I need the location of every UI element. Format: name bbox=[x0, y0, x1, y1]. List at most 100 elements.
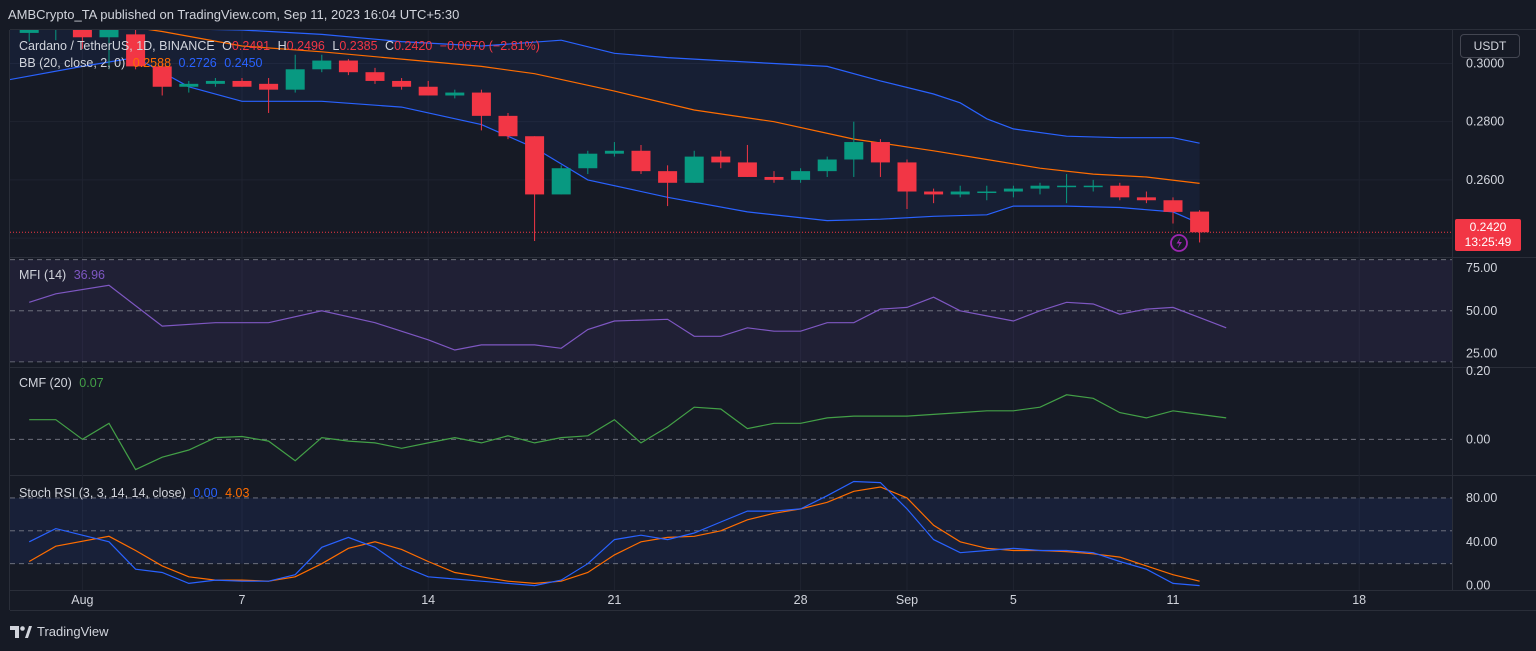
candle-down[interactable] bbox=[232, 78, 252, 87]
candle-down[interactable] bbox=[924, 188, 944, 204]
candle-down[interactable] bbox=[764, 171, 784, 183]
candle-body bbox=[1136, 197, 1156, 201]
bb-lower-value: 0.2450 bbox=[224, 56, 263, 70]
price-axes: 0.3000 0.2800 0.2600 75.00 50.00 25.00 0.20 0.0… bbox=[1466, 56, 1504, 592]
candle-up[interactable] bbox=[445, 89, 465, 99]
stoch-k-line bbox=[28, 480, 1200, 587]
candle-up[interactable] bbox=[1083, 179, 1103, 192]
candle-up[interactable] bbox=[285, 54, 305, 93]
candle-up[interactable] bbox=[950, 185, 970, 198]
candle-up[interactable] bbox=[99, 23, 119, 70]
candle-up[interactable] bbox=[551, 165, 571, 195]
candle-down[interactable] bbox=[658, 165, 678, 207]
candle-down[interactable] bbox=[392, 78, 412, 90]
candle-down[interactable] bbox=[1163, 197, 1183, 224]
candle-up[interactable] bbox=[578, 150, 598, 175]
candle-up[interactable] bbox=[844, 121, 864, 177]
candle-body bbox=[1190, 211, 1210, 233]
time-tick-label: 7 bbox=[239, 593, 246, 607]
candle-body bbox=[950, 191, 970, 195]
candle-up[interactable] bbox=[179, 80, 199, 93]
candle-body bbox=[46, 23, 65, 26]
candle-down[interactable] bbox=[1136, 191, 1156, 204]
candle-down[interactable] bbox=[870, 139, 890, 177]
time-tick-label: Sep bbox=[896, 593, 918, 607]
currency-button[interactable]: USDT bbox=[1460, 34, 1520, 58]
candle-down[interactable] bbox=[631, 144, 651, 175]
bb-upper-value: 0.2726 bbox=[178, 56, 217, 70]
candle-body bbox=[791, 171, 811, 180]
candle-down[interactable] bbox=[338, 59, 358, 76]
candle-down[interactable] bbox=[259, 78, 279, 113]
candle-up[interactable] bbox=[19, 24, 39, 42]
stoch-d-value: 4.03 bbox=[225, 486, 250, 500]
low-label: L bbox=[332, 39, 340, 53]
bar-countdown: 13:25:49 bbox=[1464, 235, 1512, 249]
candle-down[interactable] bbox=[126, 26, 146, 70]
candle-up[interactable] bbox=[312, 54, 332, 73]
change-value: −0.0070 (−2.81%) bbox=[439, 39, 540, 53]
candle-down[interactable] bbox=[1190, 210, 1210, 243]
low-value: 0.2385 bbox=[339, 39, 378, 53]
candle-body bbox=[19, 30, 39, 33]
candle-body bbox=[551, 168, 571, 195]
candle-up[interactable] bbox=[977, 185, 997, 201]
candle-down[interactable] bbox=[737, 144, 757, 177]
candle-up[interactable] bbox=[817, 156, 837, 177]
alert-icon[interactable] bbox=[1170, 234, 1188, 252]
candle-down[interactable] bbox=[152, 63, 172, 96]
candle-body bbox=[1003, 188, 1023, 192]
last-price-label: 0.2420 13:25:49 bbox=[1455, 219, 1521, 251]
candle-down[interactable] bbox=[72, 17, 92, 49]
candle-up[interactable] bbox=[1003, 185, 1023, 198]
price-tick-label: 0.2600 bbox=[1466, 173, 1504, 187]
candle-down[interactable] bbox=[1110, 182, 1130, 201]
candle-body bbox=[338, 60, 358, 73]
bb-legend: BB (20, close, 2, 0) 0.2588 0.2726 0.245… bbox=[19, 56, 266, 70]
candle-down[interactable] bbox=[365, 67, 385, 84]
stoch-tick-label: 80.00 bbox=[1466, 491, 1497, 505]
time-tick-label: Aug bbox=[71, 593, 93, 607]
footer-brand[interactable]: TradingView bbox=[10, 624, 109, 639]
high-label: H bbox=[277, 39, 287, 53]
close-value: 0.2420 bbox=[394, 39, 433, 53]
candle-up[interactable] bbox=[1057, 174, 1077, 204]
candle-down[interactable] bbox=[418, 80, 438, 96]
stoch-legend: Stoch RSI (3, 3, 14, 14, close) 0.00 4.0… bbox=[19, 486, 253, 500]
candle-body bbox=[897, 162, 917, 192]
candle-up[interactable] bbox=[1030, 182, 1050, 195]
candle-down[interactable] bbox=[498, 112, 518, 140]
candle-body bbox=[711, 156, 731, 163]
time-tick-label: 28 bbox=[794, 593, 808, 607]
candle-body bbox=[392, 80, 412, 87]
candle-down[interactable] bbox=[525, 136, 545, 241]
candle-up[interactable] bbox=[684, 150, 704, 183]
mfi-tick-label: 25.00 bbox=[1466, 346, 1497, 360]
bb-basis-line bbox=[147, 30, 1200, 184]
candle-body bbox=[445, 92, 465, 96]
pane-backgrounds bbox=[10, 259, 1452, 565]
candle-up[interactable] bbox=[46, 20, 65, 41]
cmf-value: 0.07 bbox=[79, 376, 104, 390]
candle-body bbox=[870, 142, 890, 163]
cmf-tick-label: 0.00 bbox=[1466, 432, 1490, 446]
candle-body bbox=[312, 60, 332, 70]
candle-up[interactable] bbox=[791, 168, 811, 183]
candle-body bbox=[525, 136, 545, 195]
mfi-value: 36.96 bbox=[73, 268, 105, 282]
candle-down[interactable] bbox=[897, 159, 917, 209]
time-tick-label: 18 bbox=[1352, 593, 1366, 607]
bb-upper-line bbox=[210, 30, 1200, 144]
footer-brand-label: TradingView bbox=[37, 624, 109, 639]
price-tick-label: 0.3000 bbox=[1466, 56, 1504, 70]
open-value: 0.2491 bbox=[231, 39, 271, 53]
price-legend: Cardano / TetherUS, 1D, BINANCE O0.2491 … bbox=[19, 39, 544, 53]
candle-up[interactable] bbox=[205, 78, 225, 87]
candle-up[interactable] bbox=[604, 142, 624, 157]
candles bbox=[10, 17, 1452, 243]
cmf-line bbox=[29, 394, 1227, 471]
candle-down[interactable] bbox=[471, 89, 491, 131]
candle-body bbox=[205, 80, 225, 84]
candle-down[interactable] bbox=[711, 150, 731, 169]
